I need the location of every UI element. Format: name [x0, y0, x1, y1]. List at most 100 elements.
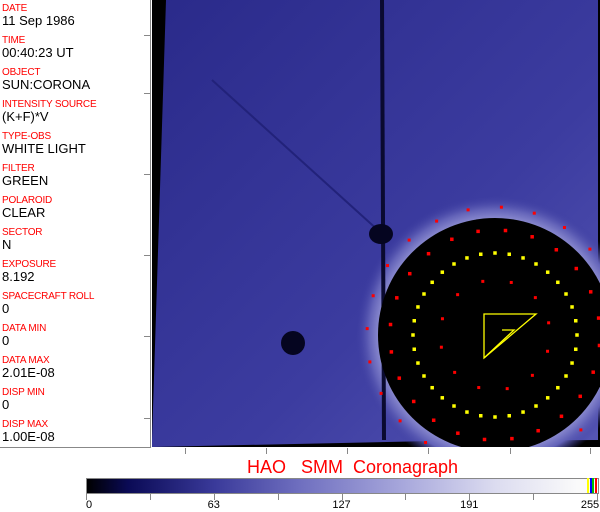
- marker: [422, 374, 426, 378]
- colorbar-overlay-color: [594, 478, 597, 493]
- axis-tick: [144, 336, 150, 337]
- field-exposure: EXPOSURE 8.192: [2, 259, 56, 284]
- marker: [588, 247, 592, 251]
- marker: [379, 391, 383, 395]
- marker: [534, 404, 538, 408]
- axis-tick: [510, 448, 511, 454]
- marker: [397, 376, 402, 380]
- field-label: SECTOR: [2, 227, 43, 238]
- colorbar-label: 127: [332, 499, 351, 511]
- marker: [546, 349, 550, 353]
- field-filter: FILTER GREEN: [2, 163, 48, 188]
- field-data-max: DATA MAX 2.01E-08: [2, 355, 55, 380]
- field-value: 0: [2, 397, 10, 412]
- colorbar-tick: [469, 494, 471, 500]
- marker: [521, 410, 525, 414]
- marker: [503, 228, 508, 233]
- marker: [564, 292, 568, 296]
- marker: [450, 237, 454, 242]
- field-value: 2.01E-08: [2, 365, 55, 380]
- colorbar-label: 255: [580, 499, 600, 511]
- field-data-min: DATA MIN 0: [2, 323, 46, 348]
- axis-tick: [144, 418, 150, 419]
- sector-outline-inner: [483, 329, 516, 359]
- colorbar-tick: [86, 494, 87, 500]
- marker: [533, 296, 537, 300]
- field-label: INTENSITY SOURCE: [2, 99, 97, 110]
- marker: [579, 428, 583, 432]
- marker: [440, 396, 445, 400]
- coronagraph-image[interactable]: [152, 0, 600, 475]
- marker: [411, 333, 415, 337]
- marker: [412, 347, 416, 351]
- field-label: DATA MAX: [2, 355, 50, 366]
- field-value: CLEAR: [2, 205, 46, 220]
- pylon-blob: [369, 224, 393, 244]
- colorbar-label: 191: [460, 499, 479, 511]
- header-info-panel: DATE 11 Sep 1986 TIME 00:40:23 UT OBJECT SUN:…: [0, 0, 151, 448]
- colorbar-tick: [277, 494, 279, 500]
- marker: [440, 270, 445, 274]
- marker: [416, 305, 420, 309]
- axis-tick: [428, 448, 429, 454]
- axis-tick: [266, 448, 267, 454]
- marker: [422, 292, 426, 296]
- field-label: DATA MIN: [2, 323, 47, 334]
- marker: [424, 441, 428, 445]
- field-label: DATE: [2, 3, 28, 14]
- axis-tick: [347, 448, 348, 454]
- colorbar-tick: [149, 494, 151, 500]
- marker: [510, 436, 514, 441]
- marker: [556, 280, 560, 285]
- marker: [388, 322, 393, 327]
- marker: [521, 256, 525, 260]
- field-spacecraft-roll: SPACECRAFT ROLL 0: [2, 291, 94, 316]
- image-canvas: [152, 0, 600, 475]
- field-disp-max: DISP MAX 1.00E-08: [2, 419, 55, 444]
- field-label: EXPOSURE: [2, 259, 56, 270]
- marker: [530, 235, 534, 239]
- marker: [465, 410, 469, 414]
- field-label: TYPE-OBS: [2, 131, 51, 142]
- marker: [365, 327, 369, 331]
- overlay-markers: [365, 205, 600, 465]
- field-value: (K+F)*V: [2, 109, 49, 124]
- marker: [596, 316, 600, 320]
- axis-tick: [144, 255, 150, 256]
- field-value: GREEN: [2, 173, 49, 188]
- marker: [534, 262, 538, 266]
- marker: [574, 347, 578, 351]
- marker: [578, 394, 582, 399]
- colorbar-overlay-color: [589, 478, 592, 493]
- field-value: 11 Sep 1986: [2, 13, 75, 28]
- marker: [505, 387, 509, 391]
- colorbar-tick: [597, 494, 598, 500]
- field-label: SPACECRAFT ROLL: [2, 291, 95, 302]
- marker: [597, 343, 600, 348]
- colorbar: [86, 478, 599, 494]
- marker: [547, 321, 551, 325]
- marker: [439, 345, 443, 349]
- marker: [591, 370, 595, 374]
- diagonal-streak: [211, 79, 381, 233]
- marker: [389, 350, 394, 354]
- marker: [430, 385, 434, 390]
- marker: [545, 396, 550, 400]
- marker: [536, 428, 540, 433]
- marker: [556, 385, 560, 390]
- field-intensity-source: INTENSITY SOURCE (K+F)*V: [2, 99, 97, 124]
- marker: [411, 399, 416, 404]
- field-value: 0: [2, 333, 10, 348]
- field-disp-min: DISP MIN 0: [2, 387, 45, 412]
- marker: [479, 252, 483, 256]
- colorbar-tick: [341, 494, 343, 500]
- plot-title: HAO SMM Coronagraph: [246, 457, 459, 477]
- marker: [456, 293, 460, 297]
- marker: [430, 280, 434, 285]
- marker: [385, 264, 389, 268]
- marker: [493, 251, 497, 255]
- field-label: DISP MIN: [2, 387, 45, 398]
- marker: [476, 229, 480, 234]
- marker: [482, 437, 487, 442]
- marker: [453, 370, 457, 374]
